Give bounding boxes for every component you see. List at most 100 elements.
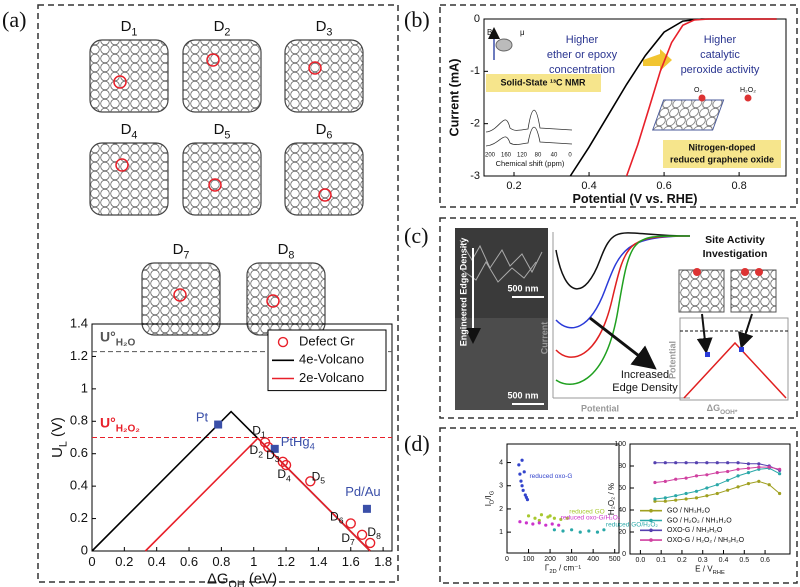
chart: 0.0 0.1 0.2 0.3 0.4 0.5 0.6 0 20 40 60 80 100 GO / NH…: [614, 441, 791, 564]
structure-label-part: D: [316, 18, 327, 35]
structure-label: D4: [121, 121, 138, 141]
structure-label: D1: [121, 18, 138, 38]
catalyst-label-part: PtHg: [281, 434, 310, 449]
marker: [674, 461, 678, 465]
x-tick-label: 0.5: [739, 557, 749, 564]
y-axis-label-part: D: [489, 500, 495, 504]
point-label-part: 7: [350, 537, 355, 547]
defect-site: [208, 178, 222, 192]
marker: [684, 476, 688, 480]
x-tick-label: 0.3: [698, 557, 708, 564]
marker: [757, 465, 761, 469]
site-atom: [741, 268, 749, 276]
graphene-structure: [284, 142, 364, 216]
x-tick-label: 0.4: [581, 180, 596, 192]
marker: [674, 498, 678, 502]
reference-label-part: H₂O: [116, 337, 136, 348]
point-label-part: D: [367, 525, 376, 539]
marker: [552, 528, 556, 532]
plot-frame: [629, 443, 791, 555]
marker: [726, 461, 730, 465]
schematic-curve: [555, 232, 691, 290]
structure-label-part: D: [173, 241, 184, 258]
x-axis-label: Potential (V vs. RHE): [572, 193, 697, 207]
marker: [694, 489, 699, 493]
marker: [705, 461, 709, 465]
marker: [663, 496, 667, 500]
c-xlabel: Potential: [581, 403, 619, 413]
nmr-spectrum: [485, 126, 573, 147]
marker: [736, 485, 740, 489]
yellow-arrow: [643, 49, 672, 71]
x-axis-label-part: OH: [229, 579, 245, 587]
legend-swatch: [649, 518, 653, 523]
marker: [517, 463, 521, 467]
defect-site: [318, 188, 332, 202]
mini-volcano: [683, 341, 787, 399]
graphene-structure: [182, 142, 262, 216]
catalyst-label-part: Pd/Au: [345, 484, 380, 499]
marker: [544, 523, 548, 527]
marker: [746, 466, 751, 470]
panel-label: (b): [404, 7, 430, 32]
point-label-part: D: [250, 443, 259, 457]
reference-label: U°H₂O₂: [100, 414, 140, 434]
y-axis-label: UL (V): [49, 417, 69, 458]
point-label: D3: [266, 448, 280, 464]
marker: [726, 469, 730, 474]
legend-label: 4e-Volcano: [299, 352, 364, 367]
marker: [533, 516, 537, 520]
point-label: D2: [250, 443, 264, 459]
point-label-part: D: [312, 469, 321, 483]
x-axis-label-part: ΔG: [207, 571, 229, 587]
nmr-spectrum: [485, 109, 573, 133]
legend-label: Defect Gr: [299, 334, 355, 349]
graphene-structure: [89, 39, 169, 113]
mini-volcano-frame: [679, 317, 789, 401]
catalyst-point: [362, 504, 371, 513]
cluster-label: reduced GO/H₂O₂: [606, 522, 658, 529]
y-tick-label: 20: [618, 529, 626, 536]
y-tick-label: 60: [618, 485, 626, 492]
x-tick-label: 100: [523, 556, 535, 563]
structure-label: D8: [278, 241, 295, 261]
material-label: Nitrogen-doped: [689, 142, 756, 152]
y-tick-label: 2: [499, 506, 503, 513]
material-box: [663, 140, 781, 168]
y-tick-label: 0.6: [70, 445, 88, 460]
site-point: [705, 352, 710, 357]
nmr-xlabel: Chemical shift (ppm): [496, 159, 565, 168]
y-axis-label-part: (V): [49, 417, 66, 441]
x-axis-label-part: (eV): [245, 571, 277, 587]
defect-site: [115, 158, 129, 172]
scale-bar-label: 500 nm: [507, 283, 538, 293]
site-structure: [678, 269, 725, 313]
site-atom: [693, 268, 701, 276]
x-tick-label: 0.2: [506, 180, 521, 192]
site-label: Site Activity: [705, 234, 765, 246]
note: Higher: [704, 34, 737, 46]
panel-c: 500 nm 500 nm Engineered Edge Density Cu…: [455, 228, 789, 413]
marker: [305, 476, 316, 487]
x-tick-label: 0.6: [760, 557, 770, 564]
reference-label-part: U°: [100, 414, 116, 430]
y-axis-label-part: U: [49, 447, 66, 458]
point-label-part: D: [277, 467, 286, 481]
panel-label: (d): [404, 431, 430, 456]
y-tick-label: 1.2: [70, 348, 88, 363]
catalyst-label: Pd/Au: [345, 484, 380, 499]
marker: [715, 483, 719, 487]
marker: [746, 482, 751, 486]
molecule-label: H₂O₂: [740, 87, 756, 94]
defect-site: [308, 61, 322, 75]
legend-swatch: [277, 336, 289, 348]
catalyst-point: [214, 420, 223, 429]
legend-label: OXO-G / H₂O₂ / NH₃H₂O: [667, 537, 745, 544]
scale-bar-label: 500 nm: [507, 390, 538, 400]
marker: [570, 528, 574, 532]
sem-texture: [459, 239, 543, 283]
marker: [684, 461, 688, 465]
legend-swatch: [649, 528, 653, 533]
nmr-tick-label: 120: [517, 153, 528, 159]
defect-site: [206, 53, 220, 67]
